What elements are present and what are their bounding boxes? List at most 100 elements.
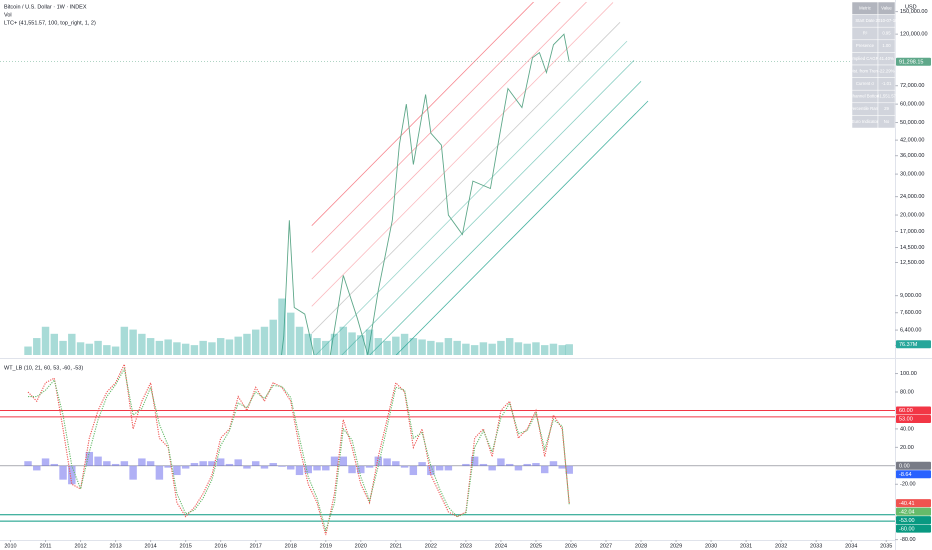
bar: [427, 465, 435, 476]
bar: [418, 339, 426, 355]
bar: [24, 461, 32, 466]
bar: [260, 465, 269, 469]
x-tick-label: 2024: [495, 543, 507, 549]
bar: [129, 329, 137, 355]
table-text: 41.40%: [879, 56, 894, 61]
table-text: Channel Bottom: [850, 94, 881, 99]
bar: [68, 465, 76, 485]
bar: [50, 463, 59, 466]
y-tick-label: 20,000.00: [900, 212, 924, 218]
y-tick-label: 100.00: [900, 371, 917, 377]
axis-tag-label: 91,298.15: [899, 60, 923, 66]
axis-tag-label: 60.00: [899, 408, 913, 414]
x-tick-label: 2013: [109, 543, 121, 549]
axis-tag-label: -53.00: [899, 518, 915, 524]
table-text: Euro Indicator: [852, 119, 879, 124]
bar: [505, 338, 514, 355]
bar: [322, 340, 330, 355]
bar: [558, 465, 566, 469]
bar: [33, 338, 41, 355]
axis-tag-label: 76.37M: [899, 342, 918, 348]
bar: [68, 333, 76, 355]
bar: [330, 333, 339, 355]
y-tick-label: 6,400.00: [900, 328, 921, 334]
bar: [558, 345, 566, 355]
x-tick-label: 2035: [880, 543, 892, 549]
table-text: Percentile Rank: [850, 106, 881, 111]
bar: [348, 332, 356, 355]
y-tick-label: 72,000.00: [900, 83, 924, 89]
bar: [462, 463, 470, 466]
pane: [0, 2, 895, 355]
bar: [532, 342, 540, 355]
bar: [225, 339, 234, 355]
bar: [199, 461, 207, 466]
table-text: Implied CAGR: [851, 56, 878, 61]
x-tick-label: 2011: [40, 543, 52, 549]
y-tick-label: 24,000.00: [900, 194, 924, 200]
table-text: Current σ: [856, 81, 875, 86]
y-tick-label: 20.00: [900, 445, 914, 451]
bar: [365, 329, 374, 355]
bar: [549, 461, 558, 466]
x-tick-label: 2027: [600, 543, 612, 549]
bar: [138, 333, 146, 355]
x-tick-label: 2012: [74, 543, 86, 549]
bar: [278, 465, 286, 467]
bar: [479, 342, 488, 355]
bar: [251, 461, 260, 466]
channel-line: [369, 81, 642, 355]
x-tick-label: 2025: [530, 543, 542, 549]
bar: [33, 465, 41, 471]
bar: [392, 336, 400, 355]
bar: [549, 343, 558, 355]
bar: [295, 465, 304, 476]
bar: [383, 458, 391, 466]
bar: [540, 465, 549, 474]
bar: [409, 465, 418, 476]
x-tick-label: 2033: [810, 543, 822, 549]
table-text: Presence: [856, 43, 875, 48]
axis-tag-label: -42.04: [899, 509, 915, 515]
bar: [103, 461, 111, 466]
bar: [330, 456, 339, 466]
bar: [234, 459, 242, 466]
axis-tag: [896, 499, 931, 508]
table-text: -1.01: [882, 81, 892, 86]
bar: [199, 340, 207, 355]
bar: [111, 463, 120, 466]
bar: [339, 456, 348, 466]
series-line: [28, 367, 570, 533]
y-tick-label: -80.00: [900, 537, 916, 543]
bar: [260, 326, 269, 355]
bar: [138, 458, 146, 466]
bar: [85, 451, 94, 466]
bar: [164, 339, 172, 355]
y-tick-label: 36,000.00: [900, 153, 924, 159]
bar: [216, 458, 225, 466]
bar: [427, 340, 435, 355]
bar: [94, 456, 102, 466]
bar: [50, 333, 59, 355]
y-tick-label: -20.00: [900, 482, 916, 488]
bar: [365, 465, 374, 468]
x-tick-label: 2032: [775, 543, 787, 549]
y-tick-label: 42,000.00: [900, 138, 924, 144]
bar: [532, 463, 540, 466]
bar: [269, 463, 277, 466]
channel-line: [311, 2, 561, 253]
bar: [383, 340, 391, 355]
bar: [400, 465, 409, 468]
bar: [208, 342, 216, 355]
axis-tag: [896, 524, 931, 533]
x-tick-label: 2015: [180, 543, 192, 549]
bar: [339, 326, 348, 355]
y-tick-label: 50,000.00: [900, 120, 924, 126]
channel-line: [311, 2, 535, 226]
bar: [497, 340, 505, 355]
bar: [287, 312, 295, 355]
channel-line: [341, 60, 635, 355]
bar: [129, 465, 137, 480]
